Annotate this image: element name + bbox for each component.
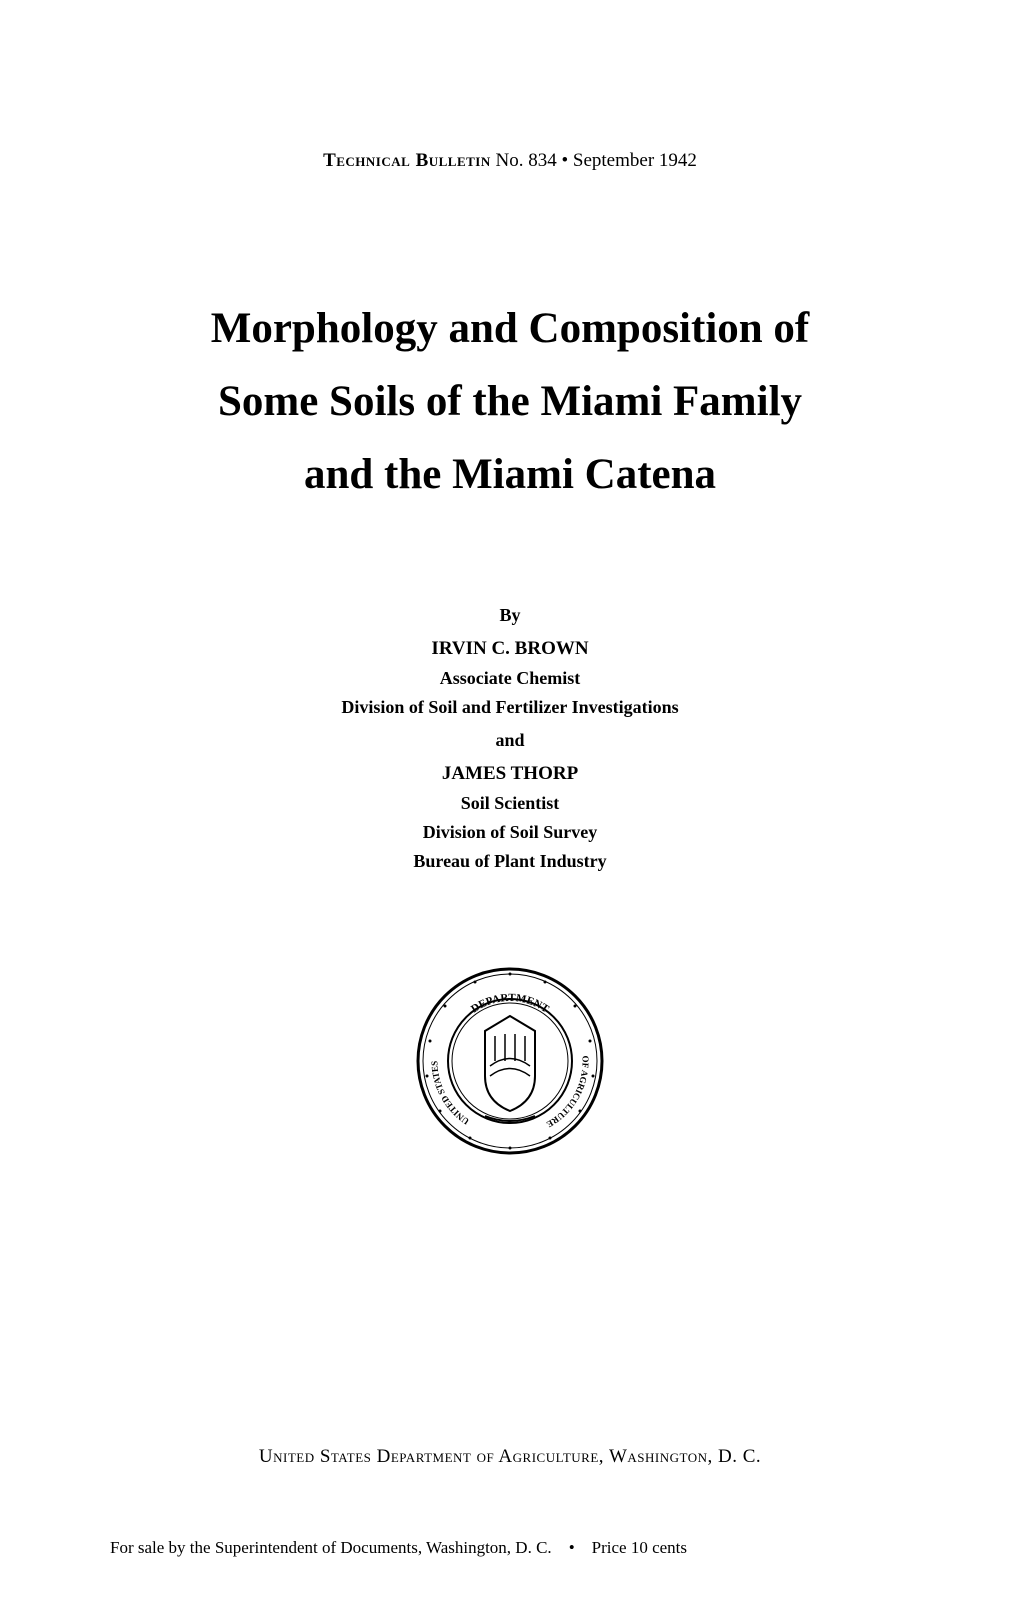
bulletin-number: No. 834 [496,150,557,171]
bulletin-separator: • [562,150,569,171]
page-container: Technical Bulletin No. 834 • September 1… [0,0,1020,1618]
sale-price: Price 10 cents [592,1538,687,1557]
sale-separator: • [569,1538,575,1557]
author2-role: Soil Scientist [341,789,678,818]
authors-and: and [341,726,678,755]
svg-text:DEPARTMENT: DEPARTMENT [469,991,552,1015]
by-label: By [341,601,678,630]
title-line-2: Some Soils of the Miami Family [211,365,810,438]
department-line: United States Department of Agriculture,… [100,1446,920,1468]
bulletin-date: September 1942 [573,150,697,171]
footer-section: United States Department of Agriculture,… [100,1446,920,1558]
usda-seal-icon: DEPARTMENT UNITED STATES OF AGRICULTURE [415,966,605,1161]
author1-division: Division of Soil and Fertilizer Investig… [341,693,678,722]
sale-prefix: For sale by the Superintendent of Docume… [110,1538,552,1557]
bulletin-header: Technical Bulletin No. 834 • September 1… [323,150,697,172]
title-line-1: Morphology and Composition of [211,292,810,365]
authors-block: By IRVIN C. BROWN Associate Chemist Divi… [341,601,678,875]
author1-role: Associate Chemist [341,664,678,693]
author2-division: Division of Soil Survey [341,818,678,847]
author1-name: IRVIN C. BROWN [341,634,678,664]
document-title: Morphology and Composition of Some Soils… [211,292,810,511]
title-line-3: and the Miami Catena [211,438,810,511]
sale-line: For sale by the Superintendent of Docume… [100,1538,920,1558]
bureau: Bureau of Plant Industry [341,847,678,876]
bulletin-prefix: Technical Bulletin [323,150,491,171]
author2-name: JAMES THORP [341,759,678,789]
